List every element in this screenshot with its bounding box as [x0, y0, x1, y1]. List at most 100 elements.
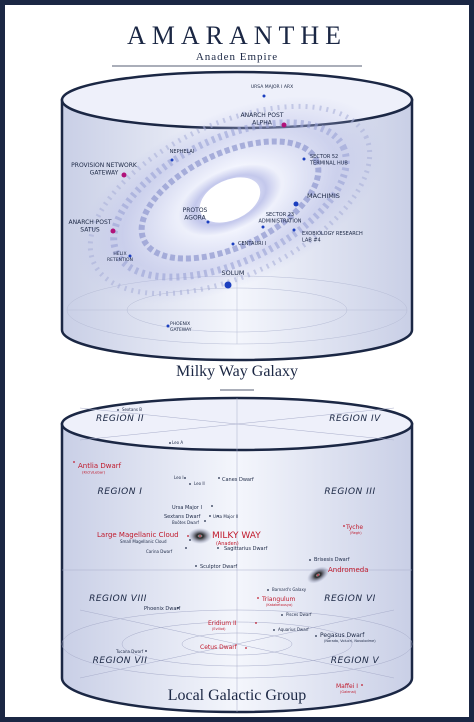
galaxy-name: MILKY WAY	[212, 531, 261, 541]
location-marker	[110, 228, 116, 234]
location-marker	[281, 122, 287, 128]
galaxy-name: Small Magellanic Cloud	[120, 539, 167, 544]
galaxy-name: Sextans Dwarf	[164, 514, 201, 520]
location-marker	[231, 242, 235, 246]
region-label: REGION VII	[93, 656, 148, 666]
galaxy-name: Tyche	[345, 524, 363, 531]
location-label: LAB #4	[302, 238, 321, 244]
galaxy-name: Large Magellanic Cloud	[97, 531, 179, 539]
galaxy-name: Ursa Major II	[213, 514, 238, 519]
galaxy-name: Leo I	[174, 475, 184, 480]
galaxy-name: Pegasus Dwarf	[320, 632, 365, 639]
galaxy-marker	[315, 635, 317, 637]
galaxy-marker	[145, 650, 147, 652]
location-marker	[224, 281, 232, 289]
galaxy-name: Maffei I	[336, 683, 358, 690]
galaxy-marker	[189, 539, 191, 541]
galaxy-note: (Regh)	[350, 531, 362, 535]
grid-ring	[121, 621, 353, 667]
galaxy-note: (Evlliot)	[212, 627, 226, 631]
galaxy-name: Sculptor Dwarf	[200, 564, 237, 570]
galaxy-name: Canes Dwarf	[222, 477, 254, 483]
galaxy-name: Barnard's Galaxy	[272, 587, 307, 592]
location-marker	[170, 158, 174, 162]
spiral	[76, 96, 384, 304]
location-label: EXOBIOLOGY RESEARCH	[302, 231, 363, 237]
location-label: NEPHELAI	[170, 149, 195, 155]
galaxy-marker	[361, 684, 363, 686]
grid-ring	[181, 632, 293, 656]
galaxy-marker	[281, 614, 283, 616]
galaxy-name: Pisces Dwarf	[286, 612, 312, 617]
location-label: PROTOS	[183, 207, 208, 214]
galaxy-marker	[245, 647, 247, 649]
region-label: REGION VIII	[89, 594, 147, 604]
location-label: GATEWAY	[170, 327, 192, 333]
location-marker	[292, 228, 296, 232]
galaxy-marker	[195, 565, 197, 567]
galaxy-marker	[218, 477, 220, 479]
location-marker	[262, 94, 266, 98]
location-marker	[166, 324, 170, 328]
galaxy-panel	[60, 70, 414, 362]
local-group-panel	[60, 396, 414, 714]
galaxy-note: (Kataketousya)	[266, 603, 293, 607]
location-label: MACHIMIS	[307, 192, 340, 200]
galaxy-name: Cetus Dwarf	[200, 644, 238, 651]
galaxy-name: Boötes Dwarf	[172, 520, 199, 525]
galaxy-note: (Galenai)	[340, 690, 357, 694]
galaxy-name: Sagittarius Dwarf	[224, 546, 268, 552]
location-label: HELIX	[113, 251, 126, 257]
location-marker	[261, 225, 265, 229]
galaxy-marker	[217, 515, 219, 517]
galaxy-marker	[267, 589, 269, 591]
galaxy-marker	[343, 525, 345, 527]
galaxy-marker	[185, 547, 187, 549]
galaxy-marker	[187, 535, 189, 537]
location-label: SECTOR 23	[266, 212, 294, 218]
location-label: ANARCH POST	[241, 112, 284, 119]
galaxy-name: Ursa Major I	[172, 505, 202, 511]
region-label: REGION I	[98, 487, 143, 497]
location-label: SOLUM	[222, 269, 245, 277]
location-label: GATEWAY	[90, 170, 119, 177]
location-label: ANARCH POST	[69, 219, 112, 226]
location-label: RETENTION	[107, 257, 133, 263]
galaxy-note: (Narada, Volucri, Novolodme)	[324, 639, 376, 643]
galaxy-marker	[211, 505, 213, 507]
galaxy-name: Leo II	[194, 481, 205, 486]
galaxy-name: Aquarius Dwarf	[278, 627, 309, 632]
galaxy-marker	[209, 515, 211, 517]
grid-line	[79, 407, 395, 441]
location-label: URSA MAJOR I ARX	[251, 84, 293, 90]
galaxy-name: Brisesis Dwarf	[314, 557, 350, 563]
galaxy-marker	[199, 535, 201, 537]
location-marker	[293, 201, 299, 207]
location-label: ADMINISTRATION	[258, 219, 301, 225]
location-marker	[302, 157, 306, 161]
galaxy-note: (Kich/Lebar)	[82, 470, 106, 475]
grid-line	[79, 609, 395, 679]
galaxy-marker	[255, 622, 257, 624]
region-label: REGION V	[331, 656, 380, 666]
galaxy-name: Andromeda	[328, 566, 369, 574]
galaxy-name: Tucana Dwarf	[115, 649, 144, 654]
location-label: ALPHA	[252, 120, 273, 127]
location-label: AGORA	[184, 215, 206, 222]
location-label: SECTOR 52	[310, 154, 338, 160]
location-marker	[121, 172, 127, 178]
galaxy-name: Antlia Dwarf	[78, 462, 122, 470]
region-label: REGION II	[96, 414, 144, 424]
location-label: SATUS	[80, 227, 100, 234]
galaxy-marker	[309, 559, 311, 561]
title: AMARANTHE	[127, 21, 347, 50]
region-label: REGION III	[324, 487, 375, 497]
galaxy-name: Sextans B	[122, 407, 142, 412]
galaxy-name: Phoenix Dwarf	[144, 606, 180, 612]
galaxy-name: Carina Dwarf	[146, 549, 173, 554]
galaxy-marker	[184, 477, 186, 479]
local-group-caption: Local Galactic Group	[168, 687, 307, 704]
galaxy-caption: Milky Way Galaxy	[176, 363, 298, 380]
galaxy-name: Triangulum	[261, 596, 295, 603]
